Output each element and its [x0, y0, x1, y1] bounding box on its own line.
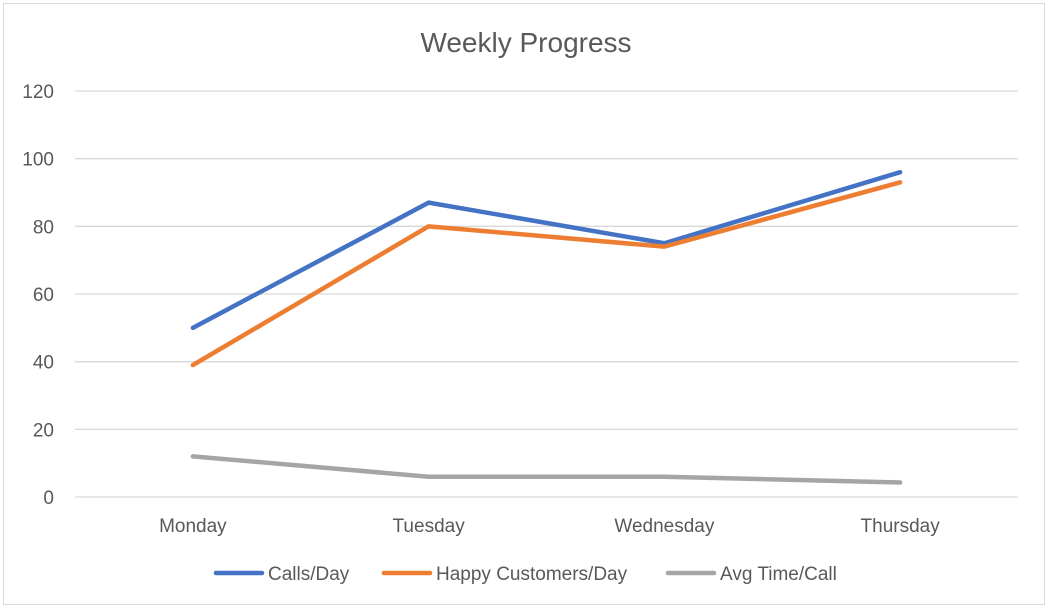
data-point: [662, 245, 666, 249]
x-tick-label: Wednesday: [614, 516, 714, 537]
y-tick-label: 80: [33, 217, 54, 238]
series-line-1: [190, 180, 903, 368]
chart-frame: [3, 3, 1045, 605]
chart-title: Weekly Progress: [420, 27, 631, 58]
y-tick-label: 100: [22, 150, 54, 171]
legend: Calls/Day Happy Customers/Day Avg Time/Cal…: [213, 564, 837, 585]
y-tick-label: 0: [43, 488, 54, 509]
y-tick-label: 20: [33, 420, 54, 441]
data-point: [898, 180, 902, 184]
series-line-2: [190, 454, 903, 485]
series-line-0: [190, 169, 903, 331]
data-point: [427, 475, 431, 479]
x-axis-ticks: Monday Tuesday Wednesday Thursday: [159, 516, 940, 537]
data-point: [427, 201, 431, 205]
data-point: [191, 454, 195, 458]
legend-label: Calls/Day: [268, 564, 350, 585]
data-point: [191, 326, 195, 330]
y-tick-label: 40: [33, 353, 54, 374]
data-point: [898, 170, 902, 174]
legend-label: Happy Customers/Day: [436, 564, 628, 585]
gridlines: [75, 90, 1018, 498]
legend-label: Avg Time/Call: [720, 564, 837, 585]
series-lines: [190, 169, 903, 485]
data-point: [191, 363, 195, 367]
y-tick-label: 60: [33, 285, 54, 306]
y-axis-ticks: 0 20 40 60 80 100 120: [22, 82, 54, 509]
data-point: [898, 480, 902, 484]
data-point: [662, 241, 666, 245]
data-point: [427, 224, 431, 228]
x-tick-label: Monday: [159, 516, 227, 537]
y-tick-label: 120: [22, 82, 54, 103]
data-point: [662, 475, 666, 479]
x-tick-label: Thursday: [861, 516, 941, 537]
x-tick-label: Tuesday: [393, 516, 466, 537]
